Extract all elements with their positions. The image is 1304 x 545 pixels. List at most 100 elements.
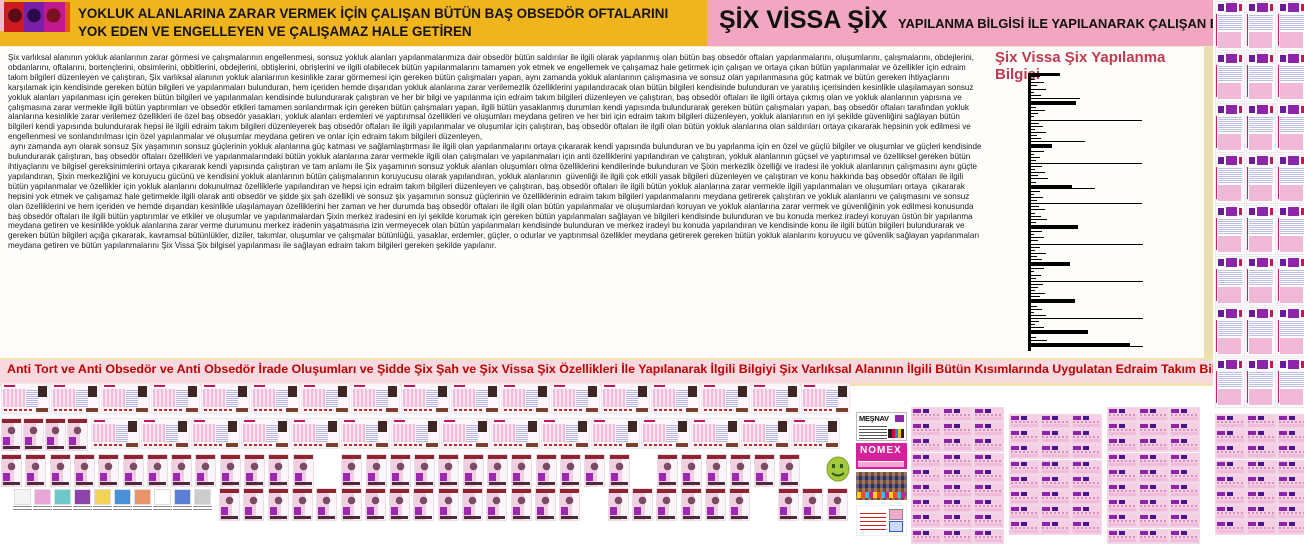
nomex-card-footer-strip [858,461,904,467]
doc-card-thumb [1278,155,1304,203]
magazine-cover-thumb [390,489,410,520]
mini-icon-thumb [173,490,192,510]
wide-card-thumb [702,384,749,413]
doc-card-thumb [1278,2,1304,50]
doc-card-thumb [1216,206,1244,254]
mesnav-card-textlines [859,425,887,439]
magazine-cover-thumb [2,419,21,450]
tiny-card-thumb [1108,468,1137,482]
magazine-cover-thumb [463,455,483,486]
chart-bar [1030,277,1036,279]
magazine-cover-thumb [293,455,313,486]
tiny-card-thumb [912,423,941,437]
wide-card-thumb [92,419,139,448]
chart-bar [1030,76,1040,78]
wide-card-thumb [692,419,739,448]
chart-bar [1030,265,1039,267]
tiny-card-thumb [1041,475,1070,489]
chart-bar [1030,262,1070,267]
magazine-cover-thumb [390,455,410,486]
tiny-card-thumb [912,453,941,467]
anti-tort-banner-text: Anti Tort ve Anti Obsedör ve Anti Obsedö… [7,362,1213,376]
magazine-cover-thumb [196,455,216,486]
chart-bar [1030,243,1143,245]
chart-bar [1030,128,1035,130]
tiny-card-thumb [943,514,972,528]
tiny-card-thumb [1278,460,1304,474]
magazine-cover-thumb [414,489,434,520]
tiny-card-thumb [1041,445,1070,459]
magazine-cover-thumb [681,489,701,520]
doc-card-thumb [1247,155,1275,203]
chart-bar [1030,203,1142,205]
tiny-card-thumb [1010,430,1039,444]
tiny-card-thumb [1170,423,1199,437]
tiny-card-thumb [1072,506,1101,520]
mini-icon-thumb [153,490,172,510]
tiny-card-thumb [1139,514,1168,528]
chart-bar [1030,94,1041,96]
chart-bar [1030,144,1052,149]
chart-bar [1030,293,1045,295]
tiny-card-thumb [912,499,941,513]
chart-bar [1030,308,1042,310]
tiny-card-thumb [1010,445,1039,459]
wide-card-thumb [552,384,599,413]
chart-bar [1030,280,1143,282]
tiny-card-thumb [1278,521,1304,535]
doc-card-thumb [1247,308,1275,356]
chart-bar [1030,116,1034,118]
magazine-cover-thumb [779,455,799,486]
tiny-card-thumb [1216,445,1245,459]
tiny-card-thumb [1108,408,1137,421]
tiny-card-thumb [1170,453,1199,467]
yapilanma-bar-glyph-chart [1028,73,1198,351]
chart-bar [1030,73,1060,76]
tiny-card-thumb [974,499,1003,513]
chart-bar [1030,153,1034,155]
magazine-cover-thumb [488,455,507,486]
chart-bar [1030,131,1046,133]
tiny-card-thumb [1041,415,1070,428]
tiny-card-thumb [1139,484,1168,497]
chart-bar [1030,237,1044,239]
wide-card-thumb [502,384,549,413]
magazine-cover-thumb [511,489,531,520]
chart-bar [1030,197,1043,198]
chart-bar [1030,345,1143,347]
magazine-cover-thumb [512,455,532,486]
tiny-card-thumb [1139,453,1168,467]
tiny-card-thumb [1108,453,1137,467]
tiny-card-thumb [1278,415,1304,428]
tiny-card-thumb [1170,529,1199,543]
tiny-card-thumb [974,408,1003,421]
nomex-card-title: NOMEX [860,445,902,456]
wide-card-thumb [302,384,349,413]
mini-icon-thumb [13,490,32,510]
magazine-cover-thumb [292,489,312,520]
tiny-card-thumb [912,408,941,421]
mini-icon-thumb [53,490,72,510]
tiny-card-thumb [943,499,972,513]
tiny-card-thumb [974,514,1003,528]
tiny-card-thumb [1108,423,1137,437]
chart-bar [1030,166,1042,167]
red-text-card-thumb-blue [889,521,903,532]
chart-bar [1030,290,1035,291]
tiny-card-thumb [1072,491,1101,504]
doc-card-thumb [1216,359,1244,407]
magazine-cover-thumb [317,489,337,520]
tiny-card-thumb [1278,506,1304,520]
wide-card-thumb [242,419,289,448]
tiny-card-thumb [1139,499,1168,513]
tiny-card-thumb [1108,514,1137,528]
anti-tort-banner: Anti Tort ve Anti Obsedör ve Anti Obsedö… [0,358,1213,386]
wide-card-thumb [142,419,189,448]
collage-card-color-strip [857,492,905,498]
chart-bar [1030,175,1038,177]
chart-bar [1030,212,1035,214]
tiny-card-thumb [1072,415,1101,428]
doc-card-thumb [1216,104,1244,152]
header-right-band: ŞİX VİSSA ŞİX YAPILANMA BİLGİSİ İLE YAPI… [707,0,1213,46]
magazine-cover-thumb [74,455,94,486]
